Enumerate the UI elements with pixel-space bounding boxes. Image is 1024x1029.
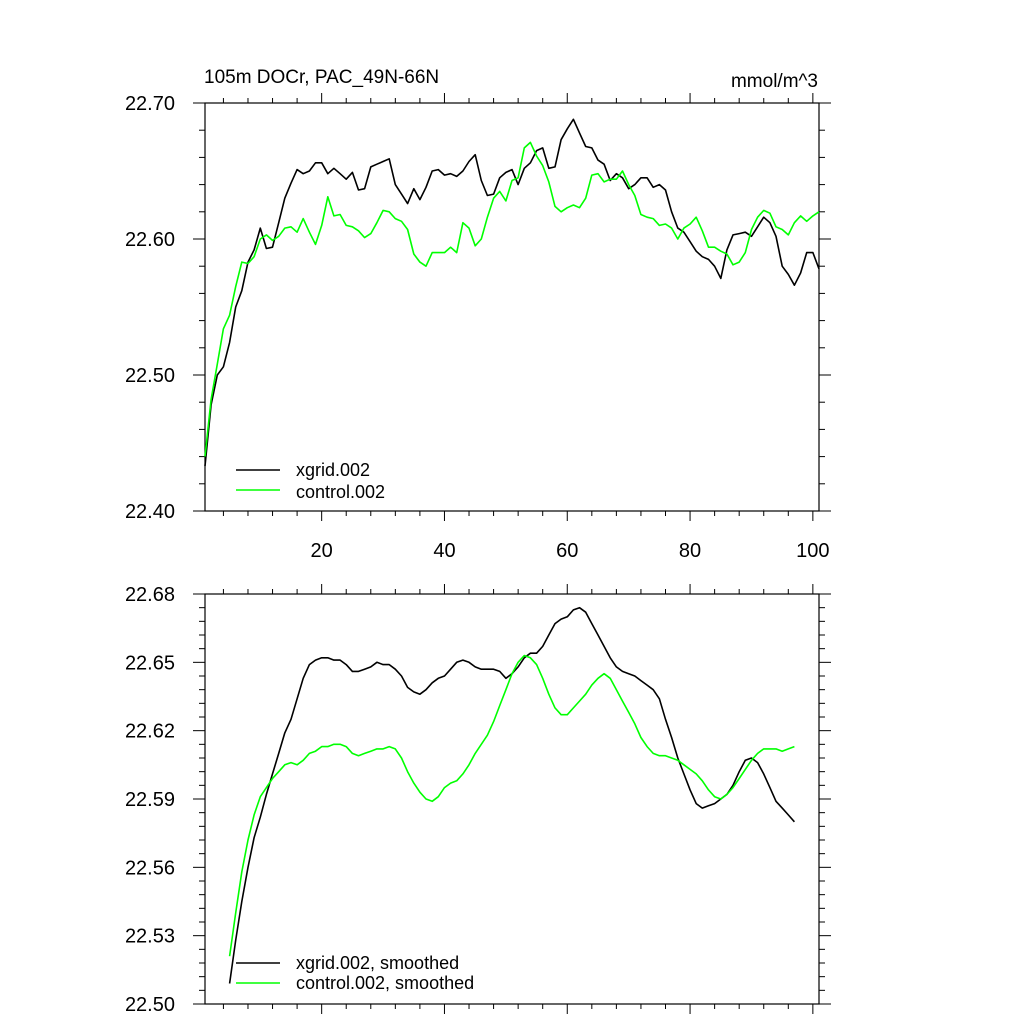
y-tick-label: 22.70 — [125, 93, 175, 115]
legend-label-control-smoothed: control.002, smoothed — [296, 973, 474, 993]
bottom-series-lines — [228, 606, 795, 984]
top-legend: xgrid.002 control.002 — [236, 460, 385, 502]
plot-frame — [204, 102, 820, 512]
legend-label-xgrid-smoothed: xgrid.002, smoothed — [296, 953, 459, 973]
y-tick-label: 22.50 — [125, 994, 175, 1016]
plot-frame — [204, 593, 820, 1005]
series-line-control-002-smoothed — [228, 654, 795, 957]
top-axes: 20 40 60 80 100 22.40 22.50 22.60 22.70 — [125, 93, 831, 562]
x-tick-label: 100 — [796, 540, 829, 562]
y-tick-label: 22.56 — [125, 857, 175, 879]
y-tick-label: 22.40 — [125, 501, 175, 523]
series-line-xgrid-002 — [204, 118, 820, 467]
chart-title: 105m DOCr, PAC_49N-66N — [204, 67, 439, 88]
series-line-control-002 — [204, 141, 820, 457]
x-tick-label: 20 — [311, 540, 333, 562]
bottom-panel: 22.50 22.53 22.56 22.59 22.62 22.65 22.68 xgri… — [125, 584, 831, 1016]
y-tick-label: 22.65 — [125, 652, 175, 674]
y-tick-label: 22.50 — [125, 365, 175, 387]
bottom-legend: xgrid.002, smoothed control.002, smoothe… — [236, 953, 474, 993]
x-tick-label: 40 — [433, 540, 455, 562]
y-tick-label: 22.53 — [125, 926, 175, 948]
y-tick-label: 22.62 — [125, 721, 175, 743]
series-line-xgrid-002-smoothed — [228, 606, 795, 984]
y-tick-label: 22.59 — [125, 789, 175, 811]
top-panel: 105m DOCr, PAC_49N-66N mmol/m^3 20 40 60 80… — [125, 67, 831, 562]
units-label: mmol/m^3 — [731, 71, 818, 92]
y-tick-label: 22.68 — [125, 584, 175, 606]
top-series-lines — [204, 118, 820, 467]
x-tick-label: 80 — [679, 540, 701, 562]
y-tick-label: 22.60 — [125, 229, 175, 251]
legend-label-control: control.002 — [296, 482, 385, 502]
x-tick-label: 60 — [556, 540, 578, 562]
bottom-axes: 22.50 22.53 22.56 22.59 22.62 22.65 22.68 — [125, 584, 831, 1016]
legend-label-xgrid: xgrid.002 — [296, 460, 370, 480]
